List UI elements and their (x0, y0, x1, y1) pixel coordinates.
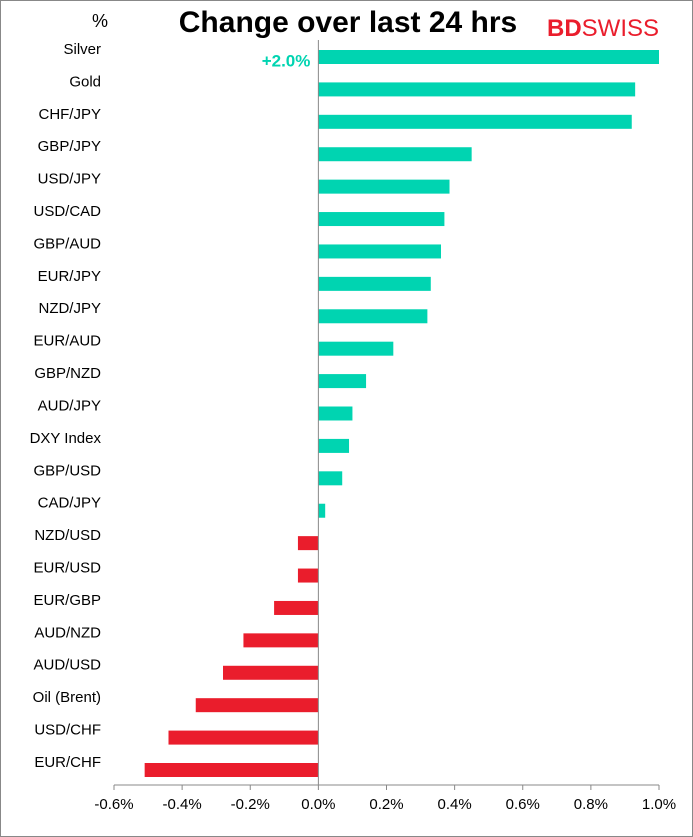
value-label: +2.0% (262, 51, 311, 70)
bar (318, 438, 350, 453)
bar (318, 374, 367, 389)
y-tick-label: CHF/JPY (38, 106, 101, 123)
bar (168, 730, 319, 745)
y-tick-label: GBP/NZD (34, 365, 101, 382)
brand-part: BD (547, 15, 582, 42)
bar (195, 698, 319, 713)
x-tick-label: 0.4% (438, 796, 472, 813)
bar (318, 147, 472, 162)
y-tick-label: EUR/JPY (38, 268, 101, 285)
bar (318, 114, 632, 129)
bar (318, 341, 394, 356)
y-tick-label: EUR/GBP (33, 592, 101, 609)
y-tick-label: USD/CAD (33, 203, 101, 220)
bar (318, 50, 659, 64)
bar (318, 503, 326, 518)
y-tick-label: AUD/JPY (38, 397, 101, 414)
bar (144, 763, 319, 777)
y-tick-label: EUR/AUD (33, 333, 101, 350)
bar (223, 665, 319, 680)
x-tick-label: 0.2% (369, 796, 403, 813)
y-tick-label: CAD/JPY (38, 495, 101, 512)
y-tick-label: EUR/CHF (34, 754, 101, 771)
x-tick-label: 0.0% (301, 796, 335, 813)
y-tick-label: Silver (63, 41, 101, 58)
bar (318, 406, 353, 421)
x-tick-label: 1.0% (642, 796, 676, 813)
bar (318, 309, 428, 324)
bar (297, 536, 319, 551)
x-tick-label: 0.8% (574, 796, 608, 813)
y-tick-label: Oil (Brent) (33, 689, 101, 706)
y-tick-label: DXY Index (30, 430, 102, 447)
bar (318, 82, 636, 97)
y-tick-label: AUD/USD (33, 657, 101, 674)
bar (318, 212, 445, 227)
unit-label: % (92, 11, 108, 31)
x-tick-label: -0.4% (163, 796, 202, 813)
bar (243, 633, 319, 648)
x-tick-label: 0.6% (506, 796, 540, 813)
y-tick-label: GBP/JPY (38, 138, 101, 155)
bar (297, 568, 319, 583)
chart-title: Change over last 24 hrs (179, 6, 517, 39)
brand-logo: BDSWISS (547, 15, 659, 42)
y-tick-label: Gold (69, 73, 101, 90)
plot-area (144, 50, 659, 777)
bar (318, 179, 450, 194)
y-tick-label: NZD/USD (34, 527, 101, 544)
x-tick-label: -0.2% (231, 796, 270, 813)
y-tick-label: GBP/AUD (33, 235, 101, 252)
bar (318, 471, 343, 486)
y-tick-label: NZD/JPY (38, 300, 101, 317)
y-tick-label: GBP/USD (33, 462, 101, 479)
bar (318, 244, 441, 259)
bar (318, 276, 431, 291)
y-tick-label: AUD/NZD (34, 624, 101, 641)
y-tick-label: USD/JPY (38, 171, 101, 188)
y-tick-label: EUR/USD (33, 560, 101, 577)
y-tick-label: USD/CHF (34, 722, 101, 739)
x-tick-label: -0.6% (94, 796, 133, 813)
brand-part: SWISS (582, 15, 659, 42)
bar (274, 600, 319, 615)
